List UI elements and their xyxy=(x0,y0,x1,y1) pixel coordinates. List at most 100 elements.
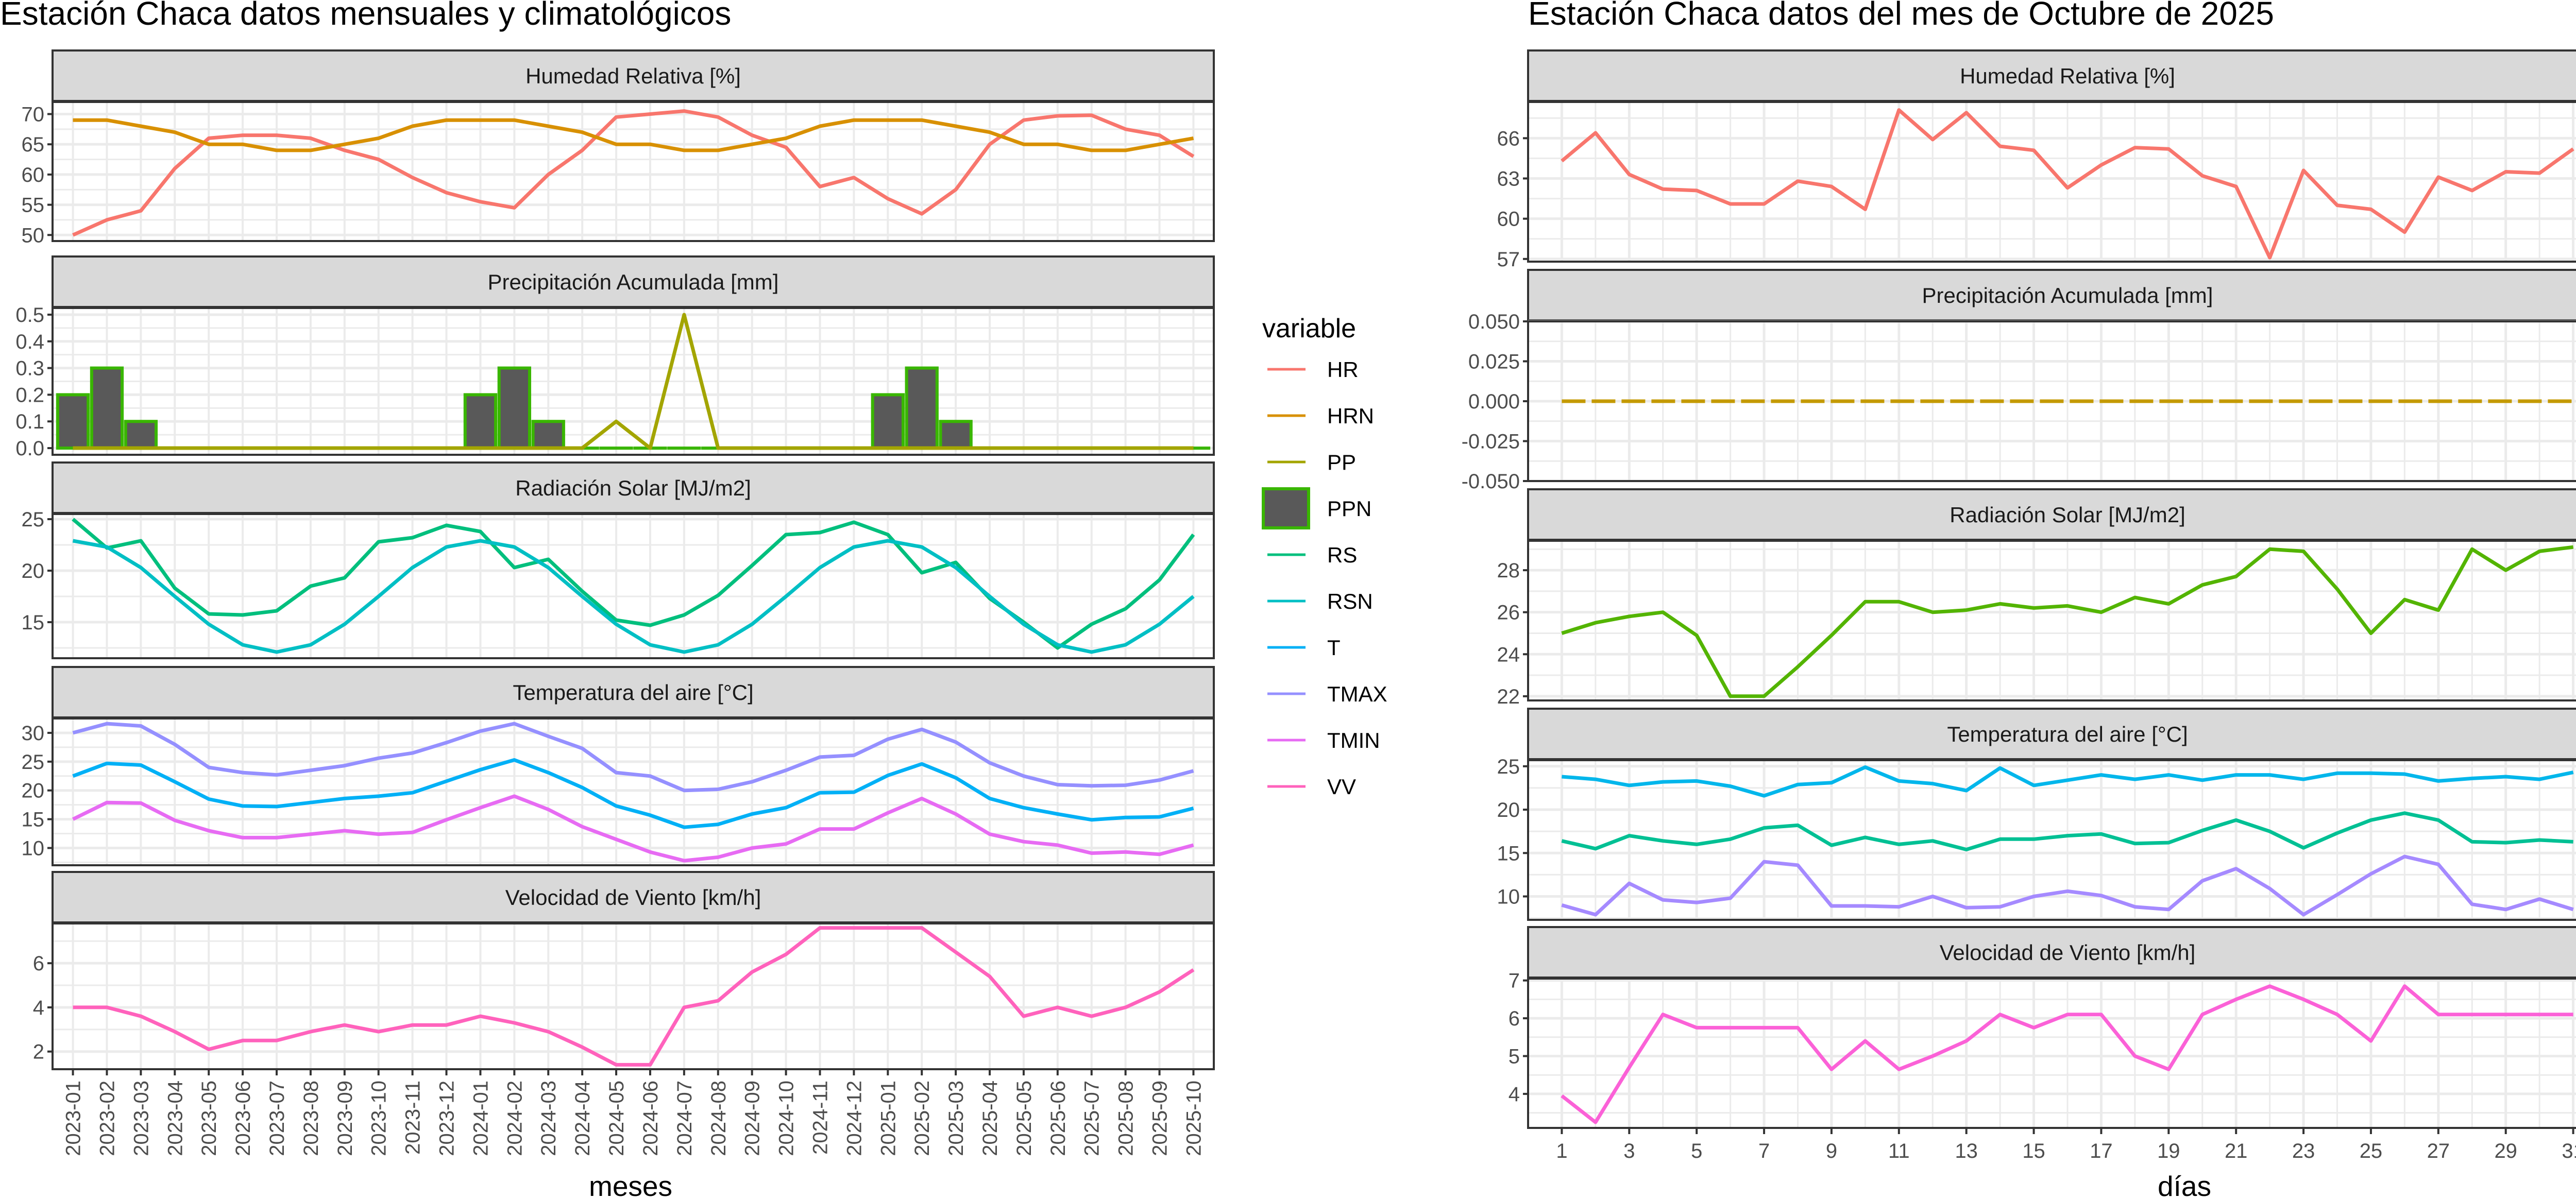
legend-title: variable xyxy=(1262,314,1356,344)
x-tick-label: 11 xyxy=(1888,1140,1910,1162)
y-tick-label: -0.025 xyxy=(1462,431,1520,453)
panel-border xyxy=(1527,101,2576,263)
facet-strip xyxy=(52,461,1215,514)
series-line-T xyxy=(72,758,1194,829)
y-tick-label: 15 xyxy=(22,611,45,634)
x-tick-label: 2024-10 xyxy=(775,1081,798,1156)
legend-label: HR xyxy=(1327,357,1359,382)
bar-PPN xyxy=(497,366,531,450)
x-tick-label: 2024-02 xyxy=(503,1081,526,1156)
panel-border xyxy=(1527,978,2576,1129)
panel-border xyxy=(1527,540,2576,701)
legend-label: T xyxy=(1327,636,1341,660)
y-tick-label: 22 xyxy=(1497,686,1520,708)
x-tick-label: 29 xyxy=(2494,1140,2517,1162)
y-tick-label: 0.2 xyxy=(15,384,44,406)
plot-area xyxy=(53,923,1214,1069)
x-tick-label: 2024-12 xyxy=(843,1081,866,1156)
y-tick-label: 20 xyxy=(22,560,45,583)
x-tick-label: 2023-11 xyxy=(402,1081,425,1155)
legend-label: TMIN xyxy=(1327,728,1380,752)
y-tick-label: 50 xyxy=(22,224,45,247)
facet-panel-2: Precipitación Acumulada [mm] 0.050 0.025 0.… xyxy=(1462,269,2576,493)
x-tick-label: 2024-08 xyxy=(707,1081,730,1156)
x-tick-label: 2023-08 xyxy=(300,1081,323,1156)
y-tick-label: 25 xyxy=(22,508,45,531)
x-tick-label: 2025-07 xyxy=(1081,1081,1104,1156)
y-tick-label: 65 xyxy=(22,133,45,156)
facet-panel-4: Temperatura del aire [°C] 10 15 20 25 xyxy=(1497,708,2576,921)
legend-item-PP: PP xyxy=(1267,450,1356,474)
left-x-axis-title: meses xyxy=(589,1170,672,1199)
x-tick-label: 2025-05 xyxy=(1013,1081,1036,1156)
y-tick-label: 60 xyxy=(1497,208,1520,231)
legend-label: RSN xyxy=(1327,589,1373,613)
legend-label: PP xyxy=(1327,450,1356,474)
facet-strip xyxy=(52,255,1215,308)
facet-strip xyxy=(1527,708,2576,760)
panel-border xyxy=(52,101,1215,242)
legend-key-PPN xyxy=(1262,487,1310,529)
y-tick-label: -0.050 xyxy=(1462,470,1520,493)
legend-item-TMAX: TMAX xyxy=(1267,682,1387,706)
left-chart-panels: Humedad Relativa [%] 50 55 60 65 70 Precipitac… xyxy=(15,49,1215,1156)
panel-border xyxy=(1527,759,2576,921)
y-tick-label: 0.025 xyxy=(1468,351,1520,373)
legend-item-HR: HR xyxy=(1267,357,1359,382)
x-tick-label: 2024-11 xyxy=(809,1081,832,1155)
bar-PPN xyxy=(124,420,158,450)
facet-strip xyxy=(1527,488,2576,541)
x-tick-label: 2024-09 xyxy=(741,1081,764,1156)
x-tick-label: 21 xyxy=(2225,1140,2248,1162)
x-tick-label: 23 xyxy=(2292,1140,2315,1162)
y-tick-label: 20 xyxy=(22,780,45,802)
bar-PPN xyxy=(56,393,90,450)
x-tick-label: 2023-09 xyxy=(334,1081,357,1156)
panel-border xyxy=(1527,320,2576,482)
legend-item-VV: VV xyxy=(1267,775,1356,799)
y-tick-label: 30 xyxy=(22,722,45,745)
series-line-HR xyxy=(72,109,1195,237)
x-tick-label: 2025-01 xyxy=(877,1081,900,1156)
x-tick-label: 27 xyxy=(2427,1140,2450,1162)
plot-area xyxy=(1528,541,2576,700)
x-tick-label: 2023-01 xyxy=(62,1081,85,1156)
x-tick-label: 3 xyxy=(1623,1140,1635,1162)
bar-PPN xyxy=(905,366,939,450)
facet-strip-label: Radiación Solar [MJ/m2] xyxy=(515,476,751,500)
panel-border xyxy=(52,513,1215,659)
series-line-TMIN xyxy=(72,794,1194,863)
y-tick-label: 0.000 xyxy=(1468,390,1520,413)
x-tick-label: 1 xyxy=(1556,1140,1567,1162)
y-tick-label: 0.0 xyxy=(15,437,44,460)
legend-item-T: T xyxy=(1267,636,1341,660)
facet-panel-1: Humedad Relativa [%] 57 60 63 66 xyxy=(1497,49,2576,271)
right-chart-panels: Humedad Relativa [%]57606366Precipitació… xyxy=(1462,49,2576,1162)
left-legend: variable HR HRN PP PPN RS RSN T TMAX TMIN VV xyxy=(1262,314,1387,799)
x-tick-label: 17 xyxy=(2090,1140,2113,1162)
facet-strip-label: Velocidad de Viento [km/h] xyxy=(505,885,761,910)
facet-strip xyxy=(1527,49,2576,102)
series-line-VV xyxy=(73,926,1195,1067)
y-tick-label: 66 xyxy=(1497,127,1520,150)
legend-label: HRN xyxy=(1327,404,1374,428)
facet-strip-label: Humedad Relativa [%] xyxy=(526,64,741,88)
legend-label: VV xyxy=(1327,775,1356,799)
plot-area xyxy=(53,102,1214,241)
facet-strip xyxy=(1527,269,2576,321)
facet-panel-3: Radiación Solar [MJ/m2] 15 20 25 xyxy=(22,461,1215,659)
facet-panel-2: Precipitación Acumulada [mm] 0.0 0.1 0.2 0.3… xyxy=(15,255,1215,460)
bar-PPN xyxy=(871,393,905,450)
y-tick-label: 0.050 xyxy=(1468,311,1520,333)
x-tick-label: 2023-06 xyxy=(232,1081,255,1156)
x-tick-label: 2024-03 xyxy=(537,1081,560,1156)
legend-item-RS: RS xyxy=(1267,543,1357,567)
right-chart-title: Estación Chaca datos del mes de Octubre … xyxy=(1528,0,2274,32)
legend-item-RSN: RSN xyxy=(1267,589,1373,613)
x-tick-label: 31 xyxy=(2562,1140,2576,1162)
plot-area xyxy=(1528,102,2576,262)
facet-strip-label: Precipitación Acumulada [mm] xyxy=(1922,283,2213,307)
x-tick-label: 2024-06 xyxy=(639,1081,662,1156)
